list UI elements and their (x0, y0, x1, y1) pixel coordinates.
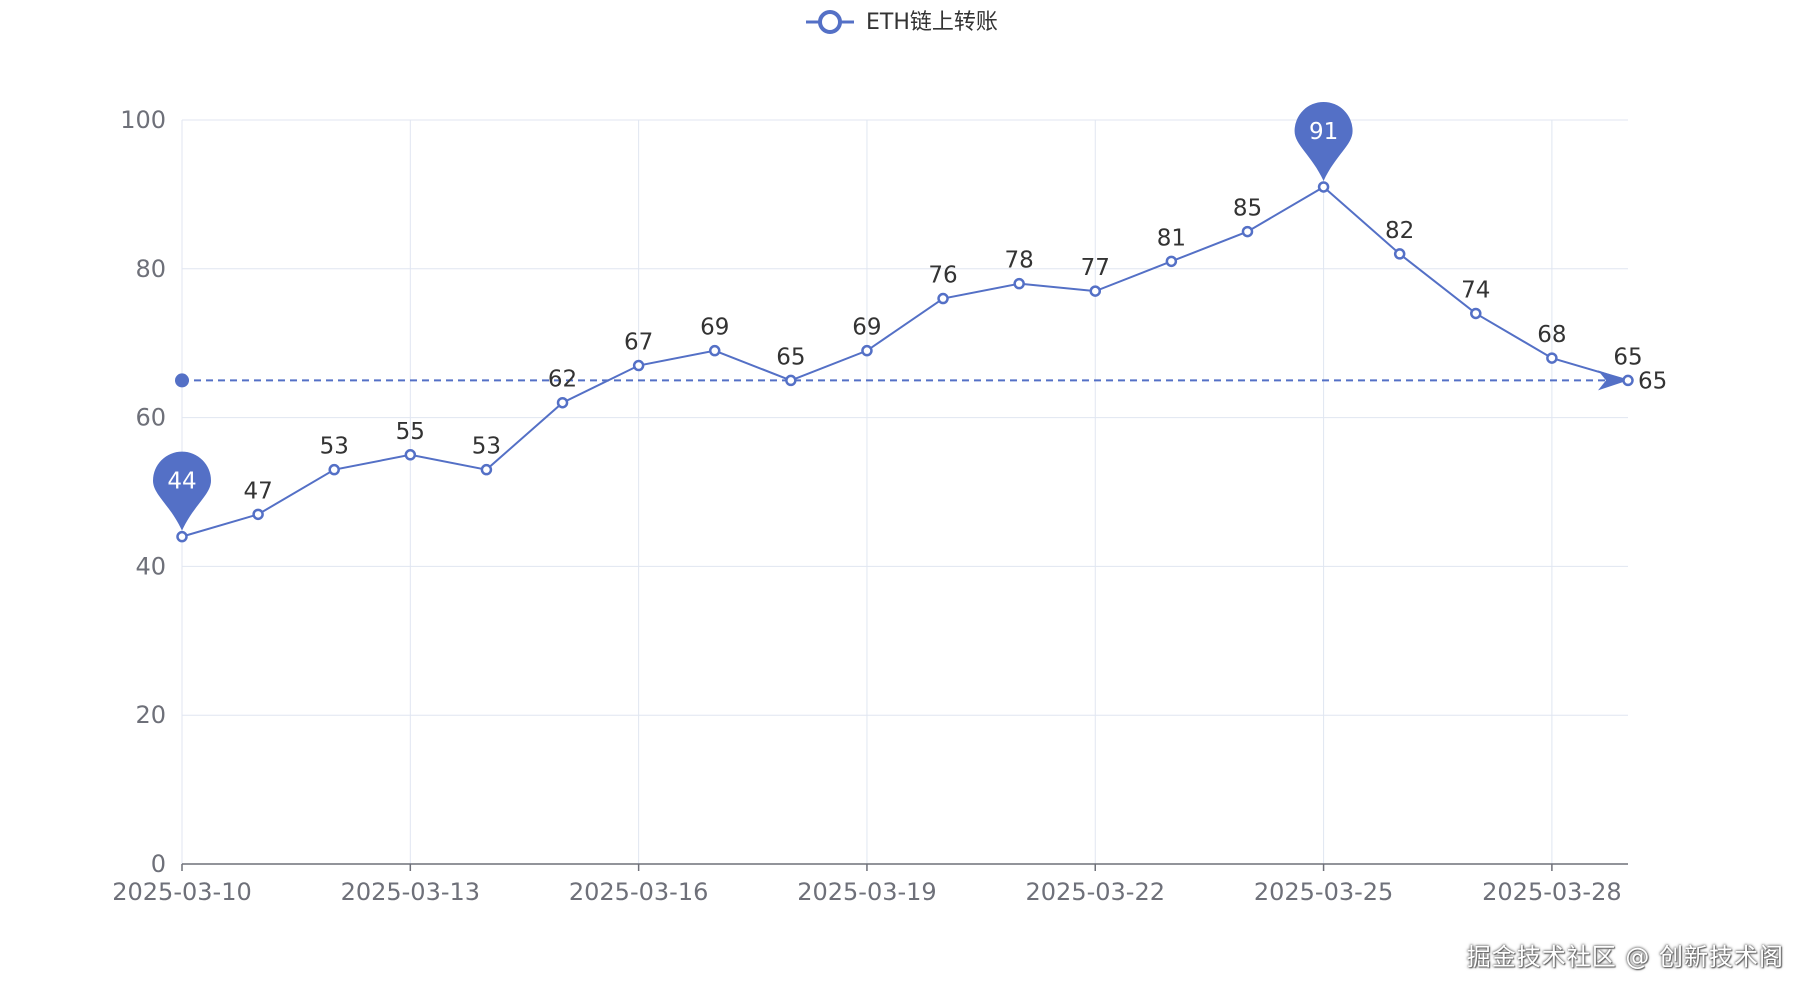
x-tick-label: 2025-03-19 (797, 878, 936, 906)
y-tick-label: 80 (135, 255, 166, 283)
y-tick-label: 60 (135, 404, 166, 432)
data-point (1622, 374, 1634, 387)
data-label: 69 (852, 315, 881, 341)
data-label: 82 (1385, 218, 1414, 244)
data-label: 77 (1081, 255, 1110, 281)
max-point-pin-icon (1294, 101, 1353, 181)
y-tick-label: 0 (151, 850, 166, 878)
legend-label: ETH链上转账 (866, 10, 998, 35)
data-point (404, 449, 417, 461)
data-label: 68 (1537, 322, 1566, 348)
data-point (785, 374, 797, 387)
data-labels: 47 53 55 53 62 67 69 65 69 76 78 77 81 85 82 74 68 65 (243, 196, 1642, 505)
axes: 0 20 40 60 80 100 2025-03-10 2025-03-13 2025-03-… (112, 106, 1628, 906)
data-label: 67 (624, 330, 653, 356)
data-label: 55 (396, 419, 425, 445)
data-point (861, 344, 873, 357)
max-point-label: 91 (1309, 119, 1338, 145)
data-point (632, 359, 645, 372)
average-line-arrow-icon (1598, 370, 1628, 391)
data-point (480, 463, 493, 476)
series-line (181, 185, 1629, 538)
data-point (1546, 352, 1558, 364)
data-label: 65 (776, 344, 805, 370)
data-label: 81 (1157, 225, 1186, 251)
data-label: 74 (1461, 277, 1490, 303)
data-label: 62 (548, 367, 577, 393)
x-tick-label: 2025-03-22 (1026, 878, 1165, 906)
data-point (937, 292, 949, 305)
y-tick-label: 20 (135, 701, 166, 729)
data-label: 85 (1233, 196, 1262, 222)
data-point (176, 530, 188, 543)
series-eth (176, 181, 1634, 543)
data-point (252, 508, 264, 521)
data-point (1165, 255, 1178, 268)
data-label: 53 (472, 434, 501, 460)
data-point (556, 396, 569, 409)
grid (181, 119, 1628, 864)
y-tick-label: 100 (120, 106, 166, 134)
min-point-pin-icon (153, 451, 211, 531)
data-point (1393, 248, 1406, 260)
data-point (708, 344, 721, 357)
data-label: 76 (928, 263, 957, 289)
data-point (1241, 225, 1254, 238)
watermark: 掘金技术社区 @ 创新技术阁 (1466, 943, 1784, 971)
data-label: 65 (1613, 344, 1642, 370)
data-label: 53 (320, 434, 349, 460)
legend[interactable]: ETH链上转账 (806, 10, 998, 35)
data-point (1089, 285, 1102, 297)
x-tick-label: 2025-03-25 (1254, 878, 1393, 906)
y-tick-label: 40 (135, 552, 166, 580)
data-point (1013, 277, 1025, 290)
data-point (1317, 181, 1330, 193)
average-line: 65 (175, 368, 1667, 394)
x-tick-label: 2025-03-28 (1482, 878, 1621, 906)
x-tick-label: 2025-03-10 (112, 878, 251, 906)
min-point-label: 44 (167, 469, 196, 495)
x-tick-label: 2025-03-13 (341, 878, 480, 906)
data-label: 47 (243, 478, 272, 504)
data-label: 69 (700, 315, 729, 341)
data-point (328, 463, 340, 476)
average-line-label: 65 (1638, 368, 1667, 394)
mark-points: 91 44 (153, 101, 1353, 531)
data-label: 78 (1005, 248, 1034, 274)
x-tick-label: 2025-03-16 (569, 878, 708, 906)
legend-circle-icon (818, 10, 842, 34)
data-point (1470, 307, 1482, 320)
